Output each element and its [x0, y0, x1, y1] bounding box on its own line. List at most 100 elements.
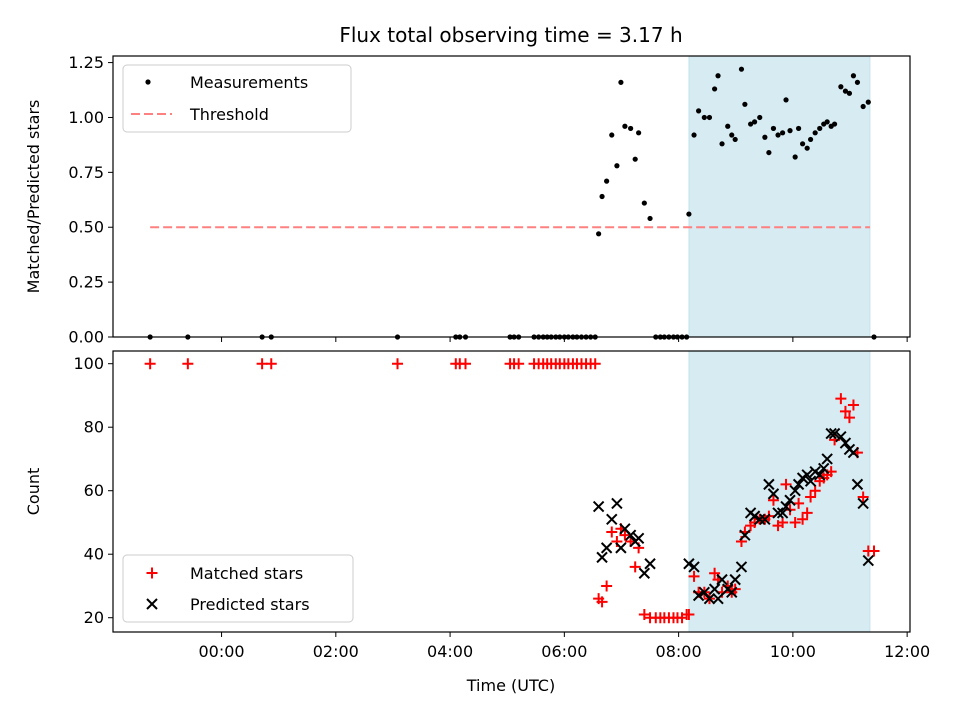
predicted-star-point [776, 507, 789, 519]
legend-measurements-label: Measurements [190, 73, 308, 92]
predicted-star-point [818, 462, 830, 475]
matched-star-point [460, 358, 472, 370]
measurement-point [842, 88, 849, 94]
bottom-y-tick-label: 80 [84, 418, 104, 437]
x-axis-title: Time (UTC) [466, 676, 555, 695]
x-tick-label: 12:00 [884, 642, 930, 661]
predicted-star-point [857, 497, 869, 510]
measurement-point [719, 141, 725, 147]
predicted-star-point [683, 558, 695, 570]
predicted-star-point [735, 561, 748, 573]
measurement-point [783, 97, 789, 103]
x-tick-label: 02:00 [313, 642, 359, 661]
matched-star-point [265, 358, 277, 370]
bottom-y-tick-label: 40 [84, 545, 104, 564]
legend-threshold-label: Threshold [189, 105, 269, 124]
legend-matched-marker [146, 567, 158, 579]
predicted-star-point [839, 437, 852, 449]
measurement-point [804, 145, 810, 151]
matched-star-point [589, 358, 601, 370]
predicted-star-point [632, 532, 645, 545]
top-y-tick-label: 0.75 [68, 163, 104, 182]
x-tick-label: 08:00 [656, 642, 702, 661]
measurement-point [865, 99, 871, 105]
predicted-star-point [688, 561, 700, 573]
x-tick-label: 06:00 [541, 642, 587, 661]
predicted-star-point [592, 500, 605, 513]
predicted-star-point [606, 513, 618, 525]
measurement-point [618, 79, 624, 85]
measurement-point [748, 121, 754, 127]
measurement-point [766, 149, 772, 156]
predicted-star-point [847, 446, 860, 459]
predicted-star-point [763, 478, 775, 491]
predicted-star-point [638, 567, 651, 579]
measurement-point [762, 134, 768, 140]
predicted-star-point [814, 469, 826, 481]
measurement-point [817, 125, 823, 132]
predicted-star-point [596, 551, 608, 564]
measurement-point [636, 130, 642, 136]
top-legend-box [122, 64, 352, 133]
matched-star-point [777, 516, 789, 528]
matched-star-point [780, 478, 792, 490]
x-tick-label: 10:00 [770, 642, 816, 661]
measurement-point [838, 84, 844, 90]
legend-predicted-marker [146, 598, 158, 610]
matched-star-point [596, 596, 608, 608]
bottom-legend-box [122, 554, 354, 623]
measurement-point [807, 136, 814, 143]
top-y-tick-label: 1.25 [68, 53, 104, 72]
matched-star-point [839, 405, 851, 417]
predicted-star-point [703, 592, 716, 605]
measurement-point [599, 193, 605, 200]
measurement-point [824, 119, 830, 125]
measurement-point [596, 231, 602, 237]
measurement-point [701, 114, 707, 121]
measurement-point [641, 200, 647, 206]
measurement-point [622, 123, 628, 129]
measurement-point [609, 132, 615, 138]
top-y-tick-label: 0.00 [68, 328, 104, 347]
measurement-point [792, 154, 798, 160]
matched-star-point [619, 529, 631, 541]
top-y-axis-title: Matched/Predicted stars [24, 100, 43, 294]
measurement-point [706, 114, 713, 121]
predicted-star-point [712, 592, 724, 605]
matched-star-point [797, 513, 809, 525]
bottom-y-tick-label: 100 [73, 354, 104, 373]
matched-star-point [688, 570, 700, 582]
predicted-star-point [748, 510, 761, 522]
predicted-star-point [644, 558, 656, 570]
measurement-point [742, 101, 748, 107]
top-axes-frame [112, 55, 911, 338]
top-y-tick-label: 0.50 [68, 218, 104, 237]
measurement-point [850, 73, 857, 79]
matched-star-point [601, 580, 613, 592]
bottom-panel: 20 40 60 80 100 00:00 02:00 04:00 06:00 08:00 10:0… [24, 350, 930, 661]
matched-star-point [857, 491, 869, 503]
matched-star-point [606, 526, 618, 538]
matched-star-point [793, 497, 805, 509]
matched-star-point [809, 485, 821, 497]
predicted-star-point [759, 513, 771, 525]
predicted-star-point [792, 478, 805, 491]
matched-star-point [144, 358, 156, 370]
predicted-star-point [851, 478, 864, 491]
x-tick-label: 04:00 [427, 642, 473, 661]
predicted-star-point [611, 497, 623, 510]
matched-star-point [611, 536, 623, 548]
measurement-point [712, 86, 718, 92]
chart-title: Flux total observing time = 3.17 h [339, 23, 682, 47]
matched-star-point [629, 561, 641, 573]
measurement-point [854, 79, 861, 85]
bottom-y-axis-title: Count [24, 468, 43, 516]
predicted-star-point [804, 475, 817, 487]
predicted-star-point [708, 583, 721, 595]
predicted-star-point [600, 542, 613, 554]
matched-star-point [392, 358, 404, 370]
matched-star-point [513, 358, 525, 370]
matched-star-point [767, 494, 779, 506]
predicted-star-point [692, 589, 705, 602]
